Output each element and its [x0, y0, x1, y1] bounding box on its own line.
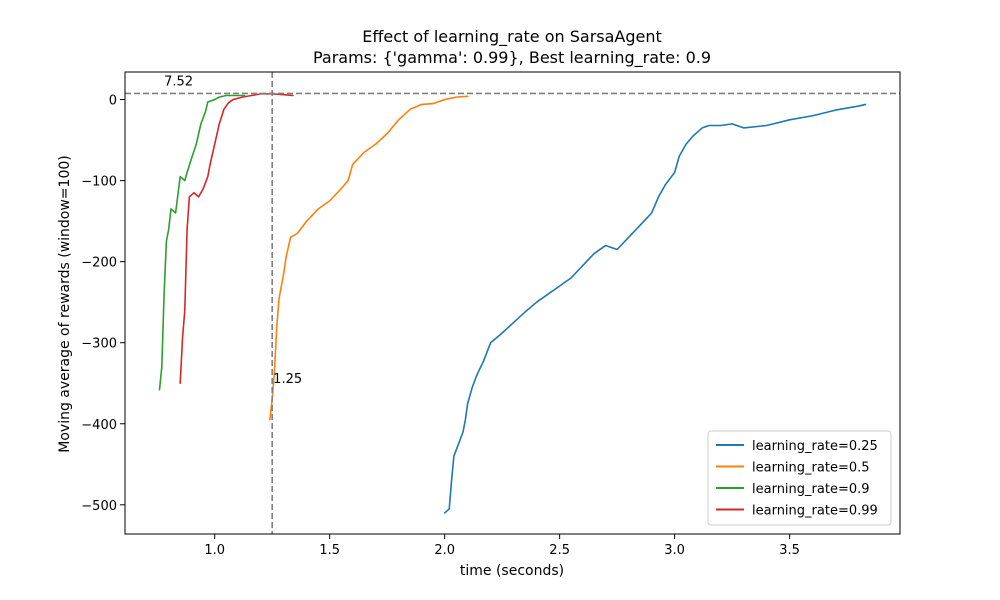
best-reward-label: 7.52 [164, 74, 193, 89]
x-tick-label: 1.5 [319, 543, 340, 558]
chart-title: Effect of learning_rate on SarsaAgent [362, 27, 662, 47]
legend: learning_rate=0.25 learning_rate=0.5learn… [707, 430, 892, 526]
series-layer [158, 93, 867, 514]
plot-frame [124, 71, 901, 535]
y-tick-label: −500 [81, 499, 117, 514]
series-line-3 [179, 93, 294, 385]
legend-label: learning_rate=0.9 [752, 482, 870, 497]
reference-lines: 7.52 1.25 [125, 72, 900, 534]
x-tick-label: 3.5 [779, 543, 800, 558]
x-tick-label: 2.0 [434, 543, 455, 558]
legend-label: learning_rate=0.5 [752, 461, 870, 476]
y-tick-label: −400 [81, 418, 117, 433]
y-tick-label: −300 [81, 337, 117, 352]
series-line-2 [158, 94, 246, 391]
x-axis-label: time (seconds) [460, 563, 564, 579]
y-tick-label: 0 [109, 94, 117, 109]
y-axis-ticks: −500 −400 −300 −200 −100 0 [81, 94, 125, 514]
x-tick-label: 1.0 [204, 543, 225, 558]
y-tick-label: −100 [81, 175, 117, 190]
best-time-label: 1.25 [273, 372, 302, 387]
legend-label: learning_rate=0.25 [752, 439, 878, 454]
legend-label: learning_rate=0.99 [752, 504, 878, 519]
legend-box [707, 430, 892, 526]
y-tick-label: −200 [81, 256, 117, 271]
chart-subtitle: Params: {'gamma': 0.99}, Best learning_r… [313, 48, 711, 68]
x-tick-label: 3.0 [664, 543, 685, 558]
y-axis-label: Moving average of rewards (window=100) [57, 155, 73, 452]
series-line-0 [443, 103, 867, 514]
series-line-1 [269, 95, 469, 421]
x-axis-ticks: 1.0 1.5 2.0 2.5 3.0 3.5 [204, 534, 800, 558]
x-tick-label: 2.5 [549, 543, 570, 558]
